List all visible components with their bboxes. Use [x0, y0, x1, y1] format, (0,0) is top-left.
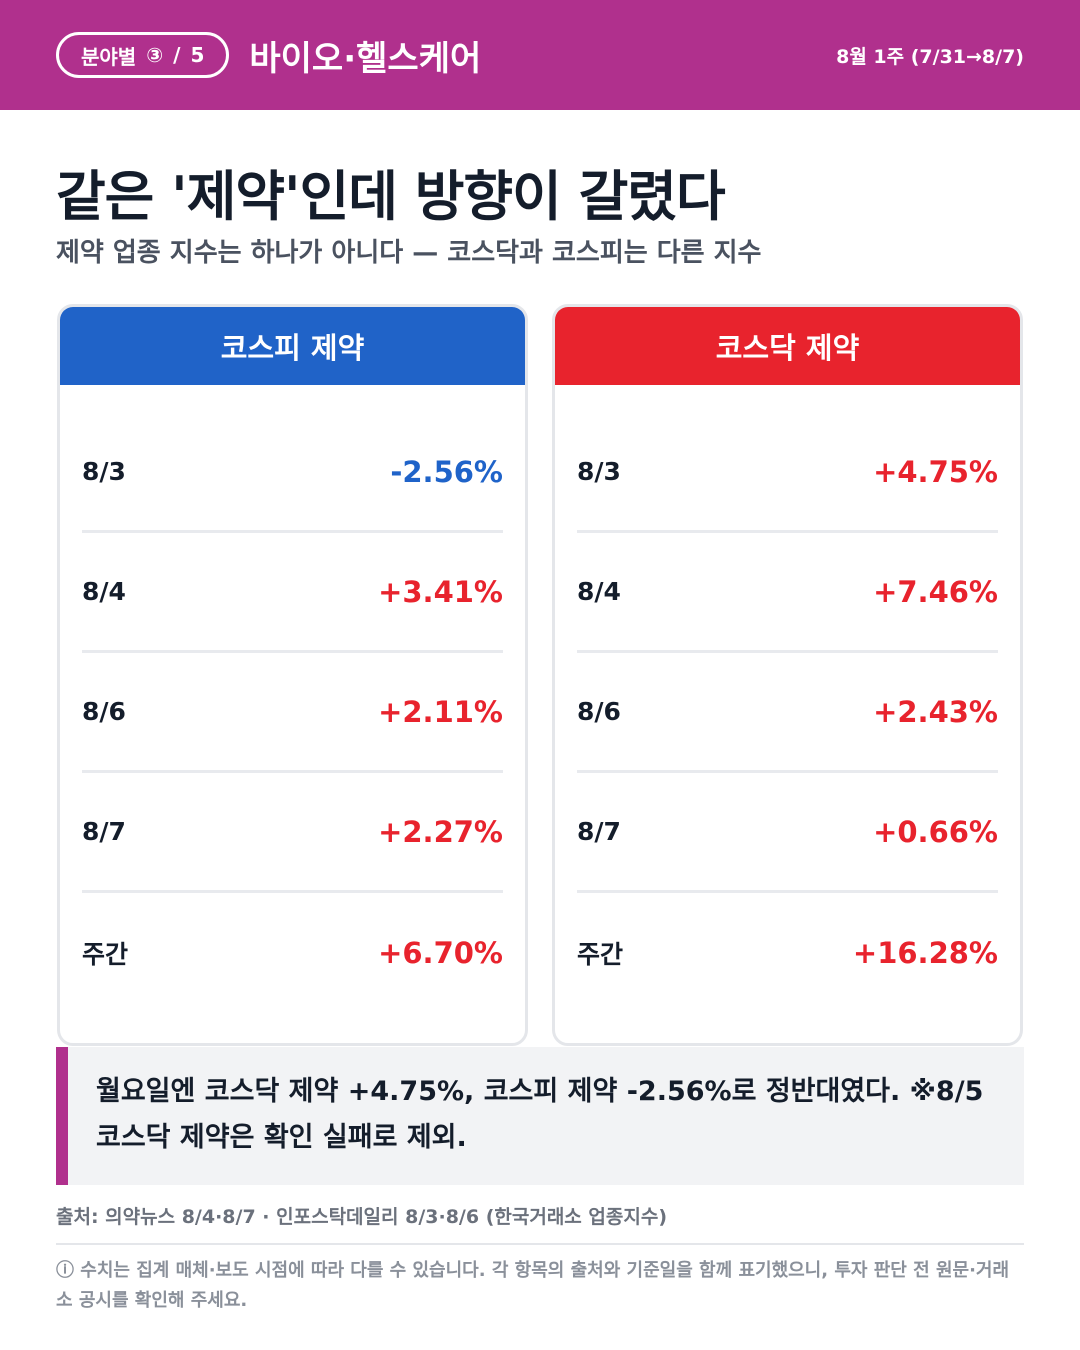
row-date: 8/3 [577, 457, 621, 486]
row-date: 주간 [577, 940, 624, 969]
row-change: +2.11% [378, 694, 503, 729]
page-title: 같은 '제약'인데 방향이 갈렸다 [56, 165, 726, 228]
card-rows: 8/3 -2.56% 8/4 +3.41% 8/6 +2.11% 8/7 +2.… [60, 413, 525, 1013]
summary-callout: 월요일엔 코스닥 제약 +4.75%, 코스피 제약 -2.56%로 정반대였다… [56, 1047, 1024, 1185]
table-row: 8/4 +7.46% [577, 533, 998, 653]
weekly-total-row: 주간 +16.28% [577, 893, 998, 1013]
weekly-total-row: 주간 +6.70% [82, 893, 503, 1013]
row-change: +7.46% [873, 574, 998, 609]
table-row: 8/3 -2.56% [82, 413, 503, 533]
header-bar: 분야별 ③ / 5 바이오·헬스케어 8월 1주 (7/31→8/7) [0, 0, 1080, 110]
row-change: +4.75% [873, 454, 998, 489]
card-header: 코스피 제약 [60, 307, 525, 385]
kospi-pharma-card: 코스피 제약 8/3 -2.56% 8/4 +3.41% 8/6 +2.11% … [57, 304, 528, 1046]
row-date: 8/6 [577, 697, 621, 726]
row-change: +3.41% [378, 574, 503, 609]
card-rows: 8/3 +4.75% 8/4 +7.46% 8/6 +2.43% 8/7 +0.… [555, 413, 1020, 1013]
series-index: ③ [146, 43, 164, 67]
table-row: 8/7 +0.66% [577, 773, 998, 893]
table-row: 8/4 +3.41% [82, 533, 503, 653]
series-label: 분야별 [81, 44, 137, 69]
row-change: +16.28% [852, 936, 998, 970]
row-date: 8/6 [82, 697, 126, 726]
table-row: 8/3 +4.75% [577, 413, 998, 533]
kosdaq-pharma-card: 코스닥 제약 8/3 +4.75% 8/4 +7.46% 8/6 +2.43% … [552, 304, 1023, 1046]
row-date: 주간 [82, 940, 129, 969]
disclaimer-text: ⓘ 수치는 집계 매체·보도 시점에 따라 다를 수 있습니다. 각 항목의 출… [56, 1260, 1010, 1311]
table-row: 8/6 +2.11% [82, 653, 503, 773]
row-change: -2.56% [390, 454, 503, 489]
row-date: 8/4 [577, 577, 621, 606]
row-change: +2.43% [873, 694, 998, 729]
category-title: 바이오·헬스케어 [249, 38, 482, 79]
source-text: 출처: 의약뉴스 8/4·8/7 · 인포스탁데일리 8/3·8/6 (한국거래… [56, 1206, 668, 1228]
footer-divider [56, 1243, 1024, 1245]
row-change: +6.70% [378, 936, 503, 970]
card-header: 코스닥 제약 [555, 307, 1020, 385]
week-range: 8월 1주 (7/31→8/7) [836, 45, 1024, 68]
series-separator: / [173, 43, 181, 67]
row-change: +2.27% [378, 814, 503, 849]
row-change: +0.66% [873, 814, 998, 849]
row-date: 8/3 [82, 457, 126, 486]
series-total: 5 [190, 43, 205, 67]
table-row: 8/7 +2.27% [82, 773, 503, 893]
row-date: 8/7 [577, 817, 621, 846]
row-date: 8/4 [82, 577, 126, 606]
series-pill: 분야별 ③ / 5 [56, 32, 230, 78]
table-row: 8/6 +2.43% [577, 653, 998, 773]
row-date: 8/7 [82, 817, 126, 846]
page-subtitle: 제약 업종 지수는 하나가 아니다 — 코스닥과 코스피는 다른 지수 [56, 238, 762, 268]
